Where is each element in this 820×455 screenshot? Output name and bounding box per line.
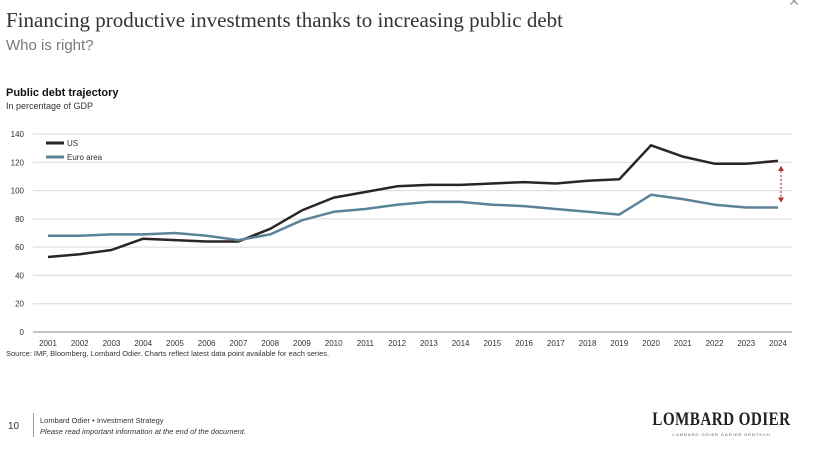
x-tick-label: 2013 — [420, 339, 438, 348]
chart-subtitle: In percentage of GDP — [6, 101, 94, 111]
x-tick-label: 2005 — [166, 339, 184, 348]
legend: US Euro area — [46, 139, 103, 162]
y-tick-label: 140 — [11, 130, 25, 139]
x-tick-label: 2021 — [674, 339, 692, 348]
logo-tagline: LOMBARD ODIER DARIER HENTSCH — [672, 432, 771, 437]
gap-arrow-head-top — [778, 165, 784, 171]
x-tick-label: 2003 — [103, 339, 121, 348]
footer-firm: Lombard Odier • Investment Strategy — [40, 416, 164, 425]
x-tick-label: 2006 — [198, 339, 216, 348]
logo-wordmark: LOMBARD ODIER — [652, 409, 791, 430]
series-line-euro-area — [48, 193, 778, 242]
x-tick-label: 2007 — [230, 339, 248, 348]
x-tick-label: 2012 — [388, 339, 406, 348]
series-line-us — [47, 144, 779, 259]
series — [47, 144, 779, 259]
page-subtitle: Who is right? — [6, 37, 94, 54]
page-number: 10 — [8, 421, 20, 432]
source-note: Source: IMF, Bloomberg, Lombard Odier. C… — [6, 349, 330, 358]
x-tick-label: 2016 — [515, 339, 533, 348]
lombard-odier-logo: LOMBARD ODIER LOMBARD ODIER DARIER HENTS… — [635, 409, 808, 437]
y-tick-label: 100 — [11, 187, 25, 196]
x-tick-label: 2001 — [39, 339, 57, 348]
x-tick-label: 2020 — [642, 339, 660, 348]
x-tick-label: 2018 — [579, 339, 597, 348]
x-tick-label: 2024 — [769, 339, 787, 348]
page-title: Financing productive investments thanks … — [6, 8, 563, 32]
x-tick-label: 2014 — [452, 339, 470, 348]
y-tick-label: 120 — [11, 158, 25, 167]
x-tick-label: 2010 — [325, 339, 343, 348]
legend-label: Euro area — [67, 153, 103, 162]
x-tick-label: 2019 — [610, 339, 628, 348]
y-tick-label: 60 — [15, 243, 24, 252]
axes: 0 20 40 60 80 100 120 140 2001 2002 2003 2004 2005 20… — [11, 130, 788, 348]
x-tick-label: 2008 — [261, 339, 279, 348]
x-tick-label: 2011 — [357, 339, 375, 348]
footer-disclaimer: Please read important information at the… — [40, 427, 246, 436]
chart-title: Public debt trajectory — [6, 87, 119, 99]
legend-label: US — [67, 139, 78, 148]
x-tick-label: 2022 — [706, 339, 724, 348]
y-tick-label: 80 — [15, 215, 24, 224]
debt-line-chart: 0 20 40 60 80 100 120 140 2001 2002 2003 2004 2005 20… — [11, 130, 792, 348]
x-tick-label: 2009 — [293, 339, 311, 348]
x-tick-label: 2015 — [483, 339, 501, 348]
gap-arrow-head-bottom — [778, 197, 784, 203]
annotations — [778, 165, 784, 203]
y-tick-label: 40 — [15, 271, 24, 280]
x-tick-label: 2002 — [71, 339, 89, 348]
close-icon[interactable]: ✕ — [788, 0, 800, 9]
x-tick-label: 2017 — [547, 339, 565, 348]
y-tick-label: 20 — [15, 300, 24, 309]
x-tick-label: 2004 — [134, 339, 152, 348]
y-tick-label: 0 — [20, 328, 25, 337]
x-tick-label: 2023 — [737, 339, 755, 348]
footer-divider — [33, 413, 34, 437]
grid — [33, 133, 792, 333]
